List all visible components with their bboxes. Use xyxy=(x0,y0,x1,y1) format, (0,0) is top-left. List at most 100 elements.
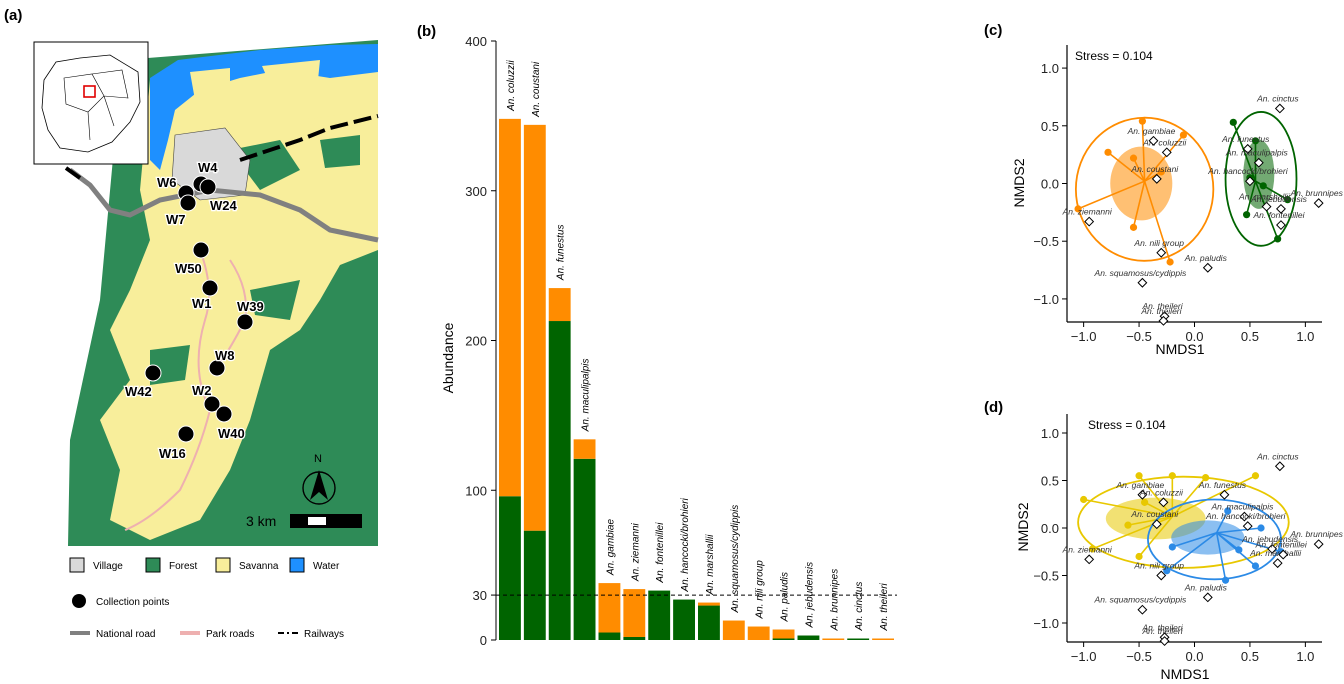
bar-segment xyxy=(698,605,720,640)
spider-line xyxy=(1172,531,1217,548)
species-point xyxy=(1151,173,1162,184)
site-label-w24: W24 xyxy=(210,198,238,213)
species-point xyxy=(1242,143,1253,154)
y-axis: 0 30 100 200 300 400 xyxy=(465,34,497,648)
island xyxy=(262,60,320,84)
y-axis-title: NMDS2 xyxy=(1011,158,1027,207)
species-label: An. coluzzii xyxy=(1142,137,1187,147)
bar-label: An. jebudensis xyxy=(804,562,815,629)
railway xyxy=(64,166,82,180)
map-area: N 3 km W4 W6 W24 W7 W50 W1 W39 W8 W42 W2 W40 W16 xyxy=(33,40,379,546)
legend-line-label: Railways xyxy=(304,629,344,640)
spider-line xyxy=(1083,498,1173,518)
arrow-icon xyxy=(310,470,328,500)
species-label: An. ziemanni xyxy=(1062,207,1113,217)
collection-points: W4 W6 W24 W7 W50 W1 W39 W8 W42 W2 W40 W16 xyxy=(124,159,265,463)
site-point xyxy=(1251,137,1260,145)
species-label: An. cinctus xyxy=(1256,451,1299,461)
island xyxy=(190,68,230,100)
site-point xyxy=(1243,211,1251,219)
species-label: An. theileri xyxy=(1141,622,1183,632)
site-point xyxy=(1221,576,1230,584)
bar-segment xyxy=(797,635,820,640)
species-point xyxy=(1261,201,1272,212)
species-point xyxy=(1274,461,1285,472)
bar-label: An. maculipalpis xyxy=(581,359,592,433)
spider-line xyxy=(1138,516,1173,558)
bar-segment xyxy=(499,496,521,640)
y-tick-label: 400 xyxy=(465,34,487,49)
bar-label: An. fontenillei xyxy=(655,522,666,584)
forest-patch xyxy=(320,135,360,168)
spider-line xyxy=(1216,532,1256,567)
species-point xyxy=(1276,220,1286,230)
species-label: An. fontenillei xyxy=(1255,540,1308,550)
panel-label-a: (a) xyxy=(4,7,22,24)
species-point xyxy=(1313,539,1324,550)
legend-swatch-savanna xyxy=(215,557,231,573)
bar-label: An. theileri xyxy=(879,582,890,631)
x-tick-label: 1.0 xyxy=(1296,329,1314,344)
nmds-plot-d: (d) Stress = 0.104 NMDS1 NMDS2 −1.0 −0.5 0… xyxy=(984,399,1344,682)
site-point xyxy=(1284,196,1292,204)
bar-label: An. gambiae xyxy=(605,519,616,577)
spider-line xyxy=(1127,515,1173,526)
bar-segment xyxy=(499,118,521,497)
x-tick-label: −1.0 xyxy=(1071,329,1097,344)
group-spread-ellipse xyxy=(1243,139,1275,209)
species-point xyxy=(1148,135,1159,146)
spider-line xyxy=(1171,477,1207,518)
scale-bar-segment xyxy=(308,517,326,525)
x-tick-label: −0.5 xyxy=(1126,649,1152,664)
forest-patch xyxy=(230,140,300,190)
spider-line xyxy=(1138,475,1173,518)
site-point xyxy=(1141,498,1149,506)
site-point xyxy=(1135,472,1143,480)
y-tick-label: 1.0 xyxy=(1041,61,1059,76)
species-label: An. funestus xyxy=(1198,480,1247,490)
spider-line xyxy=(1143,134,1185,182)
group-ellipse xyxy=(1147,498,1282,581)
spider-line xyxy=(1132,181,1146,228)
species-point xyxy=(1137,604,1148,615)
group-spread-ellipse xyxy=(1171,520,1245,555)
species-label: An. maculipalpis xyxy=(1210,502,1274,512)
bar-segment xyxy=(722,620,745,640)
bar-segment xyxy=(648,590,671,640)
x-axis-title: NMDS1 xyxy=(1155,341,1204,357)
species-point xyxy=(1159,636,1170,646)
bar-segment xyxy=(847,638,870,640)
bar-label: An. funestus xyxy=(556,224,567,281)
site-label-w42: W42 xyxy=(125,384,152,399)
species-label: An. coluzzii xyxy=(1139,487,1184,497)
scale-label: 3 km xyxy=(246,513,276,529)
bar-segment xyxy=(573,439,596,459)
site-point xyxy=(1129,154,1138,162)
bar-label: An. paludis xyxy=(780,572,791,622)
site-label-w4: W4 xyxy=(198,160,218,175)
species-label: An. gambiae xyxy=(1127,126,1176,136)
species-point xyxy=(1278,549,1289,560)
country-outline xyxy=(41,54,141,153)
species-point xyxy=(1156,247,1167,258)
species-point xyxy=(1084,554,1095,565)
site-marker-w39 xyxy=(236,313,254,331)
bar-segment xyxy=(772,629,795,639)
bar-segment xyxy=(598,583,621,633)
nmds-scatter: −1.0 −0.5 0.0 0.5 1.0 −1.0 −0.5 0.0 0.5 1.0 An. co… xyxy=(1033,45,1344,344)
nmds-scatter: −1.0 −0.5 0.0 0.5 1.0 −1.0 −0.5 0.0 0.5 1.0 An. ga… xyxy=(1033,414,1344,664)
species-label: An. marshallii xyxy=(1249,548,1302,558)
species-label: An. hancocki/brohieri xyxy=(1207,166,1288,176)
bar-segment xyxy=(872,638,894,640)
species-label: An. jebudensis xyxy=(1250,194,1308,204)
site-point xyxy=(1251,472,1260,480)
spider-line xyxy=(1166,532,1218,572)
bar-segment xyxy=(822,638,845,640)
bar-segment xyxy=(598,632,621,640)
species-label: An. theileri xyxy=(1140,306,1182,316)
x-tick-label: 1.0 xyxy=(1296,649,1314,664)
site-label-w40: W40 xyxy=(218,426,245,441)
site-point xyxy=(1163,567,1171,575)
species-label: An. fontenillei xyxy=(1252,210,1305,220)
